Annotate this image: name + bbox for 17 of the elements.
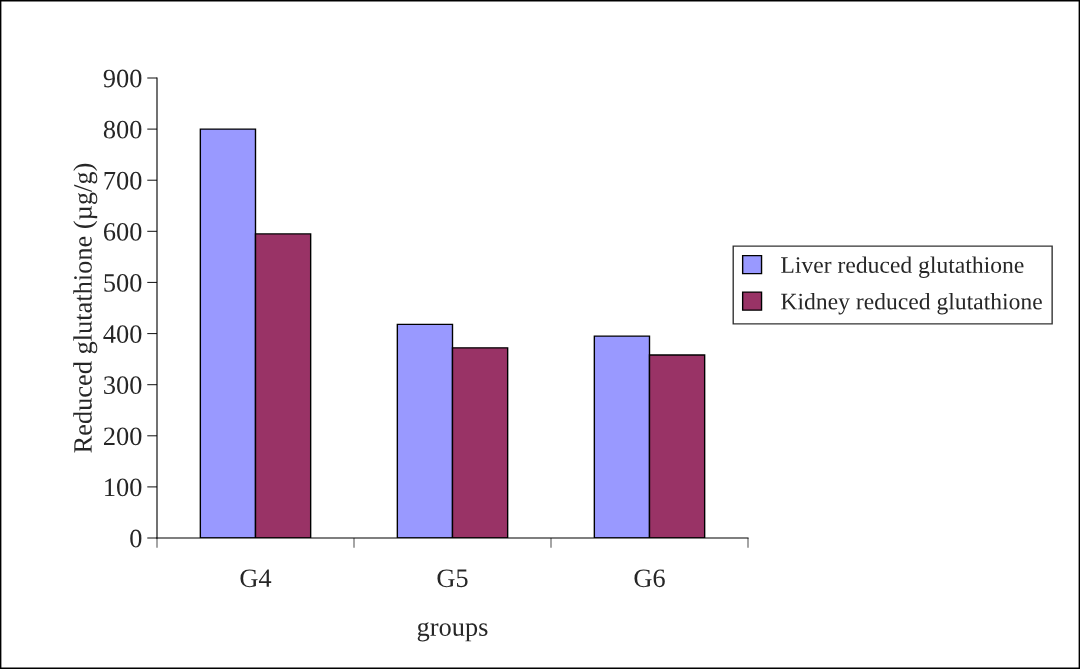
y-tick-label: 300 (104, 376, 142, 395)
legend-label: Kidney reduced glutathione (781, 292, 1042, 315)
y-tick-label: 900 (103, 69, 142, 88)
x-axis-title: groups (417, 622, 488, 642)
legend-label: Liver reduced glutathione (781, 256, 1024, 278)
y-axis-title: Reduced glutathione (µg/g) (73, 163, 98, 453)
x-tick-label: G4 (240, 569, 272, 588)
x-tick-label: G5 (437, 569, 468, 588)
y-tick-label: 0 (130, 529, 142, 548)
x-tick-label: G6 (634, 569, 665, 588)
y-tick-label: 600 (103, 222, 142, 241)
y-tick-label: 500 (104, 274, 142, 292)
y-tick-label: 100 (105, 478, 142, 497)
y-tick-label: 200 (103, 427, 142, 446)
y-tick-label: 700 (104, 171, 142, 190)
y-tick-label: 800 (103, 120, 142, 139)
y-tick-label: 400 (103, 325, 142, 343)
